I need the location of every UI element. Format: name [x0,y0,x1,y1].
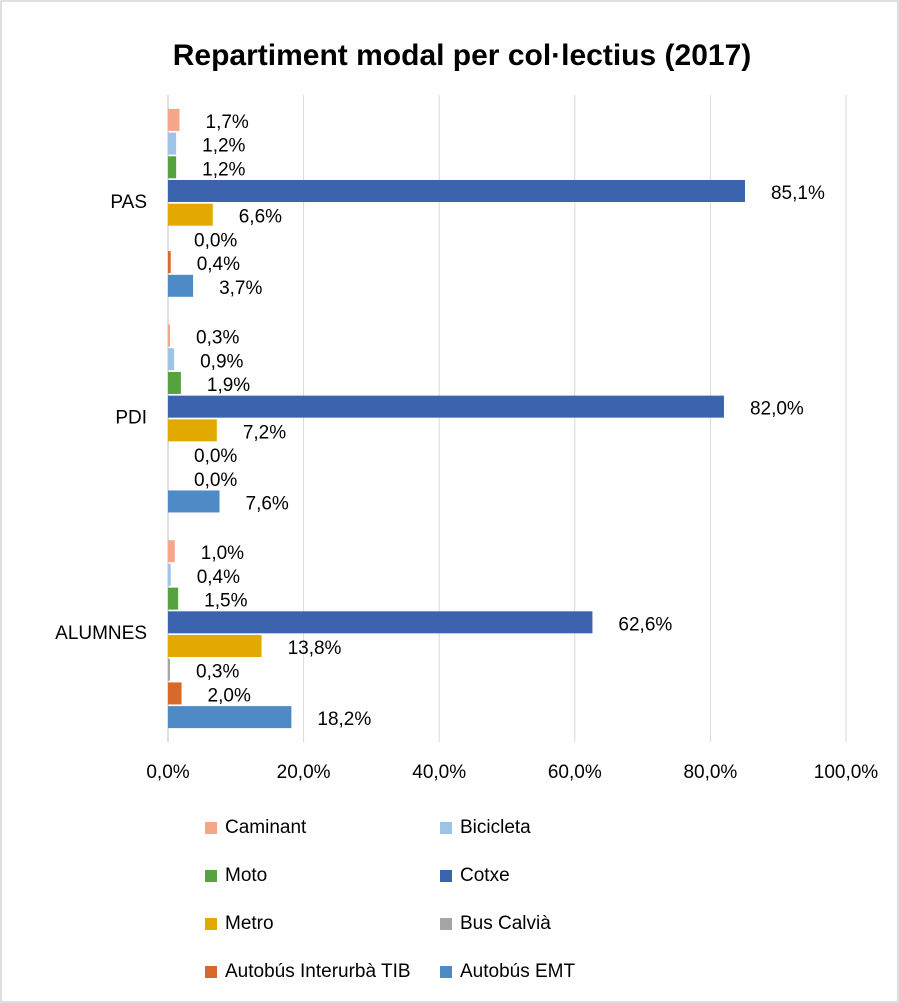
legend-label: Bicicleta [460,817,531,838]
value-label: 1,7% [206,112,249,133]
y-tick-label: ALUMNES [55,623,147,644]
legend-swatch [205,822,217,834]
legend-label: Cotxe [460,865,510,886]
legend-swatch [440,966,452,978]
legend-swatch [205,918,217,930]
value-label: 85,1% [771,183,825,204]
value-label: 0,3% [196,662,239,683]
x-tick-label: 40,0% [412,762,466,783]
value-label: 7,2% [243,422,286,443]
bar [168,706,292,729]
value-label: 3,7% [219,278,262,299]
bar [168,203,213,226]
bar [168,611,593,634]
bar [168,108,180,131]
bar [168,587,179,610]
legend-swatch [440,870,452,882]
y-tick-label: PAS [110,192,147,213]
legend-swatch [440,822,452,834]
legend-label: Caminant [225,817,307,838]
bar [168,490,220,513]
value-label: 13,8% [288,638,342,659]
x-tick-label: 60,0% [548,762,602,783]
value-label: 18,2% [317,709,371,730]
value-label: 7,6% [246,493,289,514]
bar [168,682,182,705]
bar [168,348,175,371]
value-label: 1,0% [201,543,244,564]
bar [168,251,171,274]
bar [168,635,262,658]
x-tick-label: 0,0% [146,762,189,783]
value-label: 0,0% [194,230,237,251]
x-tick-label: 20,0% [277,762,331,783]
legend-label: Metro [225,913,274,934]
value-label: 0,4% [197,567,240,588]
legend-swatch [205,966,217,978]
legend-label: Moto [225,865,267,886]
bar [168,658,171,681]
bar [168,274,194,297]
legend-swatch [205,870,217,882]
legend-swatch [440,918,452,930]
bar [168,179,745,202]
value-label: 1,2% [202,159,245,180]
legend-label: Bus Calvià [460,913,551,934]
bar [168,324,171,347]
value-label: 62,6% [618,614,672,635]
x-tick-label: 80,0% [683,762,737,783]
value-label: 1,2% [202,136,245,157]
value-label: 0,3% [196,328,239,349]
value-label: 0,9% [200,351,243,372]
bar [168,395,724,418]
value-label: 82,0% [750,399,804,420]
value-label: 1,5% [204,591,247,612]
legend-label: Autobús EMT [460,961,575,982]
bar [168,156,177,179]
value-label: 6,6% [239,207,282,228]
legend-label: Autobús Interurbà TIB [225,961,411,982]
value-label: 0,0% [194,470,237,491]
bar [168,540,175,563]
chart-title: Repartiment modal per col·lectius (2017) [173,39,752,72]
value-label: 1,9% [207,375,250,396]
bar [168,371,181,394]
bar [168,419,217,442]
x-tick-label: 100,0% [814,762,879,783]
value-label: 2,0% [208,685,251,706]
value-label: 0,4% [197,254,240,275]
bar [168,132,177,155]
bar [168,563,171,586]
value-label: 0,0% [194,446,237,467]
y-tick-label: PDI [115,408,147,429]
